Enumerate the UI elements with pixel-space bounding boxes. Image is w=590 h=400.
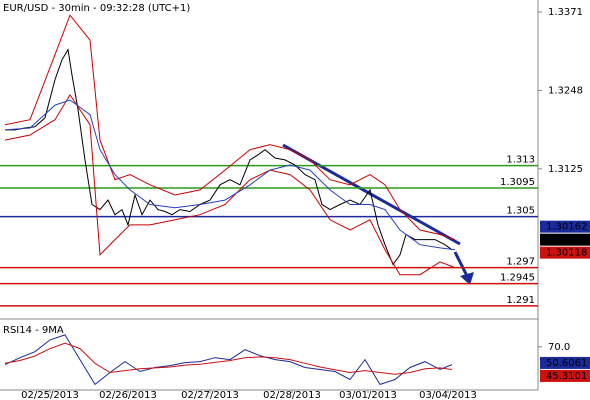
x-tick-label: 02/28/2013 [263,390,321,400]
x-tick-label: 03/04/2013 [419,390,477,400]
x-tick-label: 02/27/2013 [181,390,239,400]
arrow-head [460,272,474,285]
chart-title: EUR/USD - 30min - 09:32:28 (UTC+1) [3,3,190,14]
arrow-shaft [453,251,469,277]
level-label: 1.2945 [500,273,535,284]
price-marker-label: 1.30118 [546,248,587,259]
x-tick-label: 03/01/2013 [339,390,397,400]
y-tick-label: 70.0 [548,342,570,353]
price-marker-label: 45.3101 [546,371,587,382]
y-tick-label: 1.3125 [548,164,583,175]
series-line [4,334,453,386]
price-marker-label: 1.30139 [546,235,587,246]
series-line [4,99,456,251]
level-label: 1.297 [506,257,535,268]
price-marker [540,220,590,233]
price-marker-label: 1.30162 [546,222,587,233]
panel-title: RSI14 - 9MA [3,325,64,336]
series-line [4,14,456,241]
price-marker [540,246,590,259]
y-tick-label: 1.3248 [548,85,583,96]
level-label: 1.3095 [500,177,535,188]
x-tick-label: 02/25/2013 [21,390,79,400]
series-line [5,48,453,266]
level-label: 1.305 [506,206,535,217]
price-marker-label: 50.6061 [546,358,587,369]
series-line [4,342,453,375]
y-tick-label: 1.3371 [548,7,583,18]
level-label: 1.313 [506,155,535,166]
price-marker [540,369,590,382]
price-marker [540,233,590,246]
price-marker [540,356,590,369]
x-tick-label: 02/26/2013 [99,390,157,400]
level-label: 1.291 [506,295,535,306]
